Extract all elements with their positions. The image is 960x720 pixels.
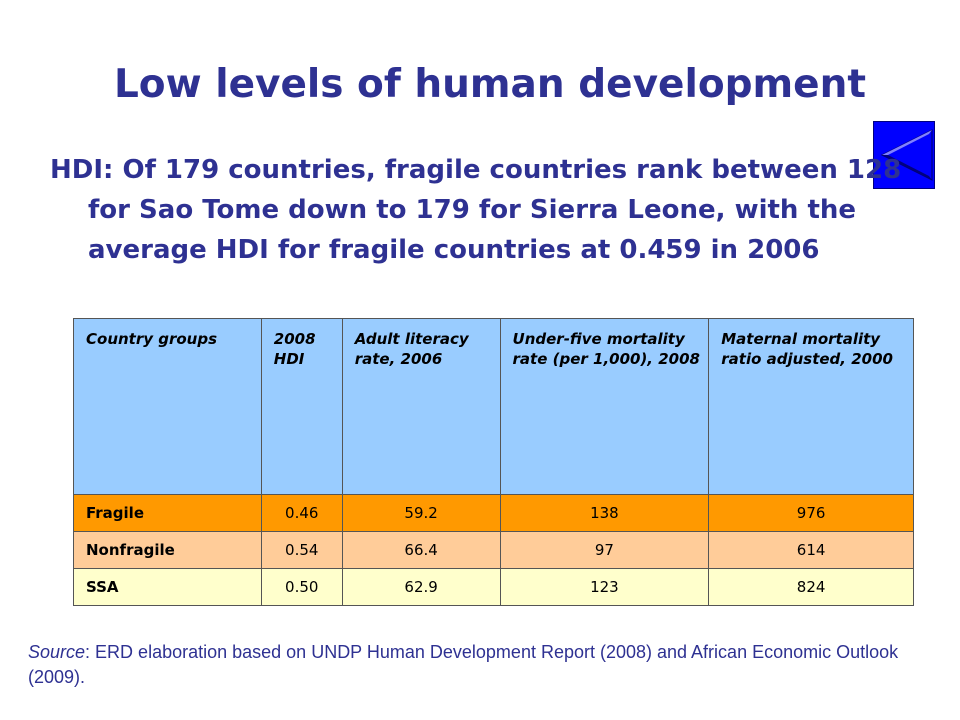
back-button[interactable] (873, 121, 935, 189)
table-header-cell: Under-five mortality rate (per 1,000), 2… (499, 318, 710, 495)
source-text: : ERD elaboration based on UNDP Human De… (28, 642, 899, 687)
table-cell: 976 (708, 494, 914, 532)
table-cell: 0.50 (260, 568, 343, 606)
table-cell: 0.54 (260, 531, 343, 569)
table-header-cell: Adult literacy rate, 2006 (341, 318, 501, 495)
table-header-cell: 2008 HDI (260, 318, 343, 495)
table-cell: 97 (499, 531, 710, 569)
table-row: SSA 0.50 62.9 123 824 (73, 568, 914, 606)
hdi-bullet-text: HDI: Of 179 countries, fragile countries… (50, 155, 902, 265)
table-cell: 62.9 (341, 568, 501, 606)
country-group-cell: Nonfragile (73, 531, 262, 569)
table-header-cell: Maternal mortality ratio adjusted, 2000 (708, 318, 914, 495)
country-group-cell: SSA (73, 568, 262, 606)
table-cell: 138 (499, 494, 710, 532)
slide-title: Low levels of human development (113, 62, 867, 107)
table-header-row: Country groups 2008 HDI Adult literacy r… (73, 318, 914, 495)
table-cell: 123 (499, 568, 710, 606)
table-row: Nonfragile 0.54 66.4 97 614 (73, 531, 914, 569)
hdi-data-table: Country groups 2008 HDI Adult literacy r… (73, 318, 914, 606)
table-header-cell: Country groups (73, 318, 262, 495)
table-cell: 66.4 (341, 531, 501, 569)
back-arrow-icon (880, 129, 933, 181)
table-cell: 614 (708, 531, 914, 569)
country-group-cell: Fragile (73, 494, 262, 532)
table-cell: 824 (708, 568, 914, 606)
table-cell: 59.2 (341, 494, 501, 532)
source-label: Source (28, 642, 86, 662)
table-row: Fragile 0.46 59.2 138 976 (73, 494, 914, 532)
table-cell: 0.46 (260, 494, 343, 532)
source-note: Source: ERD elaboration based on UNDP Hu… (28, 640, 928, 690)
